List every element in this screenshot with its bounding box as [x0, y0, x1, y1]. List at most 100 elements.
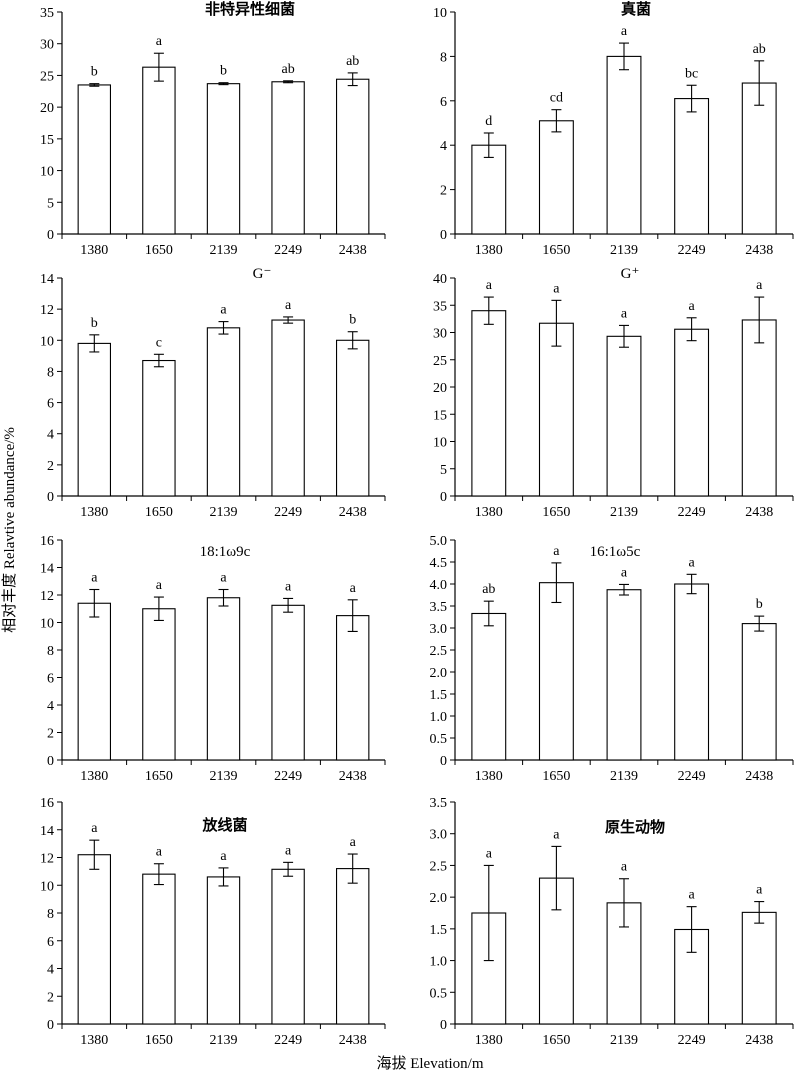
x-tick-label: 2438 — [339, 1033, 367, 1048]
significance-label: a — [486, 278, 493, 293]
significance-label: b — [91, 65, 98, 80]
y-tick-label: 0 — [47, 490, 54, 505]
x-tick-label: 1380 — [475, 1033, 503, 1048]
y-tick-label: 14 — [40, 824, 54, 839]
significance-label: a — [285, 298, 292, 313]
y-tick-label: 0 — [440, 1018, 447, 1033]
x-tick-label: 2139 — [610, 1033, 638, 1048]
significance-label: a — [91, 571, 98, 586]
y-tick-label: 2.5 — [430, 859, 448, 874]
x-tick-label: 2139 — [210, 769, 238, 784]
significance-label: a — [688, 555, 695, 570]
bar — [142, 66, 176, 235]
significance-label: a — [220, 571, 227, 586]
bar — [335, 339, 370, 497]
y-tick-label: 15 — [433, 408, 447, 423]
y-tick-label: 2.5 — [430, 644, 448, 659]
y-tick-label: 25 — [433, 354, 447, 369]
x-tick-label: 1650 — [542, 243, 570, 258]
y-tick-label: 25 — [40, 69, 54, 84]
panel-5: 0 2 4 6 8 10 12 14 16 a 1380 a 1650 a 2139 a 2249 a 2438 18… — [40, 534, 386, 784]
significance-label: a — [688, 299, 695, 314]
bar — [335, 868, 370, 1025]
bar — [606, 335, 642, 497]
y-tick-label: 35 — [433, 299, 447, 314]
x-tick-label: 2438 — [745, 1033, 773, 1048]
y-tick-label: 30 — [40, 38, 54, 53]
x-tick-label: 2139 — [610, 505, 638, 520]
bar — [142, 359, 176, 497]
y-tick-label: 12 — [40, 303, 54, 318]
y-tick-label: 8 — [47, 644, 54, 659]
significance-label: a — [156, 34, 163, 49]
panel-2: 0 2 4 6 8 10 d 1380 cd 1650 a 2139 bc 2249 ab 2438 真菌 — [433, 0, 794, 258]
y-tick-label: 2 — [440, 184, 447, 199]
y-tick-label: 0 — [47, 1018, 54, 1033]
x-tick-label: 1650 — [145, 243, 173, 258]
x-tick-label: 2139 — [610, 243, 638, 258]
x-tick-label: 2139 — [610, 769, 638, 784]
y-tick-label: 2 — [47, 459, 54, 474]
panel-title: 真菌 — [621, 0, 651, 18]
bar — [538, 120, 574, 235]
significance-label: ab — [482, 582, 495, 597]
x-tick-label: 2438 — [339, 243, 367, 258]
y-tick-label: 3.5 — [430, 796, 448, 811]
x-tick-label: 1380 — [475, 505, 503, 520]
significance-label: a — [621, 860, 628, 875]
y-tick-label: 10 — [40, 334, 54, 349]
bar — [741, 82, 777, 235]
x-tick-label: 2438 — [745, 243, 773, 258]
x-tick-label: 1380 — [80, 769, 108, 784]
y-tick-label: 6 — [440, 95, 447, 110]
panel-6: 00.51.01.52.02.53.03.54.04.55.0ab1380a16… — [430, 534, 794, 784]
y-tick-label: 3.0 — [430, 622, 448, 637]
y-tick-label: 15 — [40, 133, 54, 148]
x-tick-label: 2249 — [678, 769, 706, 784]
significance-label: a — [285, 579, 292, 594]
significance-label: a — [621, 24, 628, 39]
x-tick-label: 2249 — [274, 243, 302, 258]
bar — [206, 327, 241, 497]
significance-label: a — [621, 306, 628, 321]
significance-label: a — [350, 835, 357, 850]
y-tick-label: 6 — [47, 935, 54, 950]
bar — [606, 589, 642, 761]
panel-8: 0 0.5 1.0 1.5 2.0 2.5 3.0 3.5 a 1380 a 1650 a 2139 a 22… — [430, 796, 794, 1048]
y-tick-label: 35 — [40, 6, 54, 21]
bar — [77, 342, 112, 497]
y-tick-label: 0.5 — [430, 732, 448, 747]
x-tick-label: 1380 — [80, 1033, 108, 1048]
y-tick-label: 4 — [440, 139, 447, 154]
x-tick-label: 2438 — [745, 505, 773, 520]
bar — [206, 83, 241, 235]
x-tick-label: 1380 — [475, 769, 503, 784]
x-tick-label: 2139 — [210, 243, 238, 258]
y-tick-label: 4 — [47, 428, 54, 443]
x-tick-label: 2249 — [678, 1033, 706, 1048]
y-tick-label: 6 — [47, 672, 54, 687]
y-tick-label: 5 — [47, 196, 54, 211]
panel-title: 放线菌 — [201, 816, 247, 834]
x-tick-label: 2139 — [210, 505, 238, 520]
x-tick-label: 2438 — [339, 505, 367, 520]
y-tick-label: 1.0 — [430, 955, 448, 970]
x-tick-label: 2249 — [274, 505, 302, 520]
y-tick-label: 8 — [440, 50, 447, 65]
x-tick-label: 1650 — [145, 769, 173, 784]
bar — [471, 144, 507, 235]
y-tick-label: 10 — [433, 436, 447, 451]
significance-label: ab — [346, 54, 359, 69]
significance-label: b — [756, 597, 763, 612]
y-tick-label: 8 — [47, 365, 54, 380]
bar — [335, 78, 370, 235]
bar — [77, 84, 112, 235]
x-tick-label: 2249 — [274, 1033, 302, 1048]
bar — [674, 328, 710, 497]
x-tick-label: 2438 — [745, 769, 773, 784]
y-tick-label: 4.0 — [430, 578, 448, 593]
panel-title: 原生动物 — [605, 818, 665, 836]
y-tick-label: 0.5 — [430, 986, 448, 1001]
significance-label: a — [486, 846, 493, 861]
